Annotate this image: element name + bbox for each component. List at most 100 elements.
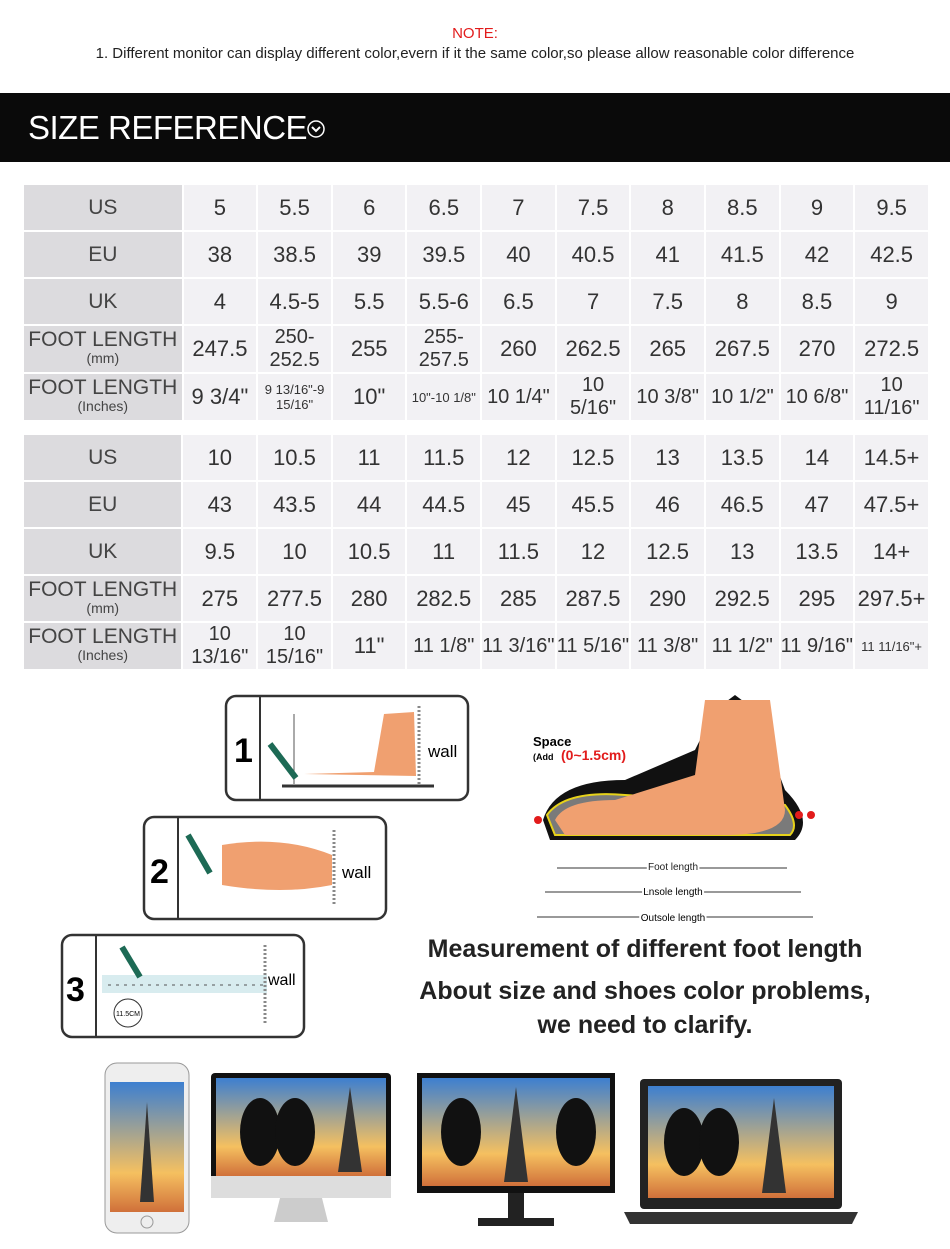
size-cell: 8 [629, 183, 706, 232]
size-cell: 9 3/4" [181, 372, 259, 422]
size-cell: 13.5 [703, 433, 781, 482]
size-cell: 10 [181, 433, 259, 482]
svg-text:wall: wall [341, 863, 371, 882]
size-cell: 292.5 [703, 574, 781, 623]
size-cell: 290 [629, 574, 706, 623]
row-label: EU [88, 243, 118, 266]
row-header: US [22, 183, 184, 232]
size-cell: 8.5 [703, 183, 781, 232]
row-header: FOOT LENGTH (mm) [21, 574, 184, 623]
svg-text:Foot length: Foot length [648, 862, 698, 873]
imac-image [211, 1073, 391, 1222]
size-cell: 47.5+ [853, 480, 930, 529]
size-cell: 11 3/8" [629, 621, 706, 671]
size-cell: 11 1/8" [405, 621, 483, 671]
size-cell: 10 6/8" [778, 372, 856, 422]
row-unit: (mm) [86, 599, 120, 616]
caption-line-3: we need to clarify. [537, 1011, 753, 1039]
size-cell: 9 13/16"-9 15/16" [256, 372, 333, 422]
size-cell: 272.5 [853, 324, 930, 374]
size-row: FOOT LENGTH (mm) 275 277.5 280 282.5 285 287.5 2… [21, 574, 930, 623]
size-cell: 11 [405, 527, 483, 576]
size-cell: 7.5 [629, 277, 706, 326]
size-cell: 10" [330, 372, 408, 422]
size-cell: 275 [181, 574, 259, 623]
size-cell: 14 [778, 433, 856, 482]
size-cell: 270 [778, 324, 856, 374]
size-cell: 6.5 [405, 183, 483, 232]
row-label: US [88, 196, 118, 219]
size-cell: 14.5+ [853, 433, 930, 482]
size-cell: 255-257.5 [405, 324, 483, 374]
row-unit: (mm) [86, 350, 120, 366]
size-cell: 4.5-5 [256, 277, 333, 326]
size-reference-header: SIZE REFERENCE [0, 93, 950, 162]
size-cell: 40.5 [554, 230, 632, 279]
caption-line-1: Measurement of different foot length [427, 935, 863, 963]
row-label: FOOT LENGTH [28, 328, 178, 351]
size-cell: 10.5 [330, 527, 408, 576]
size-cell: 43 [181, 480, 259, 529]
svg-text:Space: Space [533, 734, 571, 749]
size-cell: 295 [778, 574, 856, 623]
monitor-image [417, 1073, 615, 1226]
size-cell: 11 3/16" [480, 621, 557, 671]
phone-image [104, 1062, 190, 1234]
size-cell: 41.5 [703, 230, 781, 279]
note: NOTE: 1. Different monitor can display d… [0, 24, 950, 64]
size-cell: 265 [629, 324, 706, 374]
size-cell: 12.5 [554, 433, 632, 482]
size-cell: 12 [554, 527, 632, 576]
size-cell: 277.5 [256, 574, 333, 623]
size-row: FOOT LENGTH (mm) 247.5 250-252.5 255 255-257.… [22, 324, 930, 374]
size-cell: 260 [480, 324, 557, 374]
size-cell: 42.5 [853, 230, 930, 279]
size-cell: 13 [703, 527, 781, 576]
size-cell: 11" [330, 621, 408, 671]
size-cell: 45 [480, 480, 557, 529]
size-cell: 11 5/16" [554, 621, 632, 671]
size-row: FOOT LENGTH (Inches) 9 3/4" 9 13/16"-9 15/1… [22, 372, 930, 422]
size-cell: 6 [330, 183, 408, 232]
size-cell: 10 3/8" [629, 372, 706, 422]
size-cell: 10 1/2" [703, 372, 781, 422]
size-cell: 40 [480, 230, 557, 279]
size-cell: 5.5-6 [405, 277, 483, 326]
svg-text:Lnsole length: Lnsole length [643, 887, 703, 898]
size-cell: 47 [778, 480, 856, 529]
size-cell: 9 [853, 277, 930, 326]
size-row: UK 4 4.5-5 5.5 5.5-6 6.5 7 7.5 8 8.5 9 [22, 277, 930, 326]
size-cell: 12.5 [629, 527, 706, 576]
size-cell: 44.5 [405, 480, 483, 529]
size-cell: 9.5 [853, 183, 930, 232]
size-cell: 9 [778, 183, 856, 232]
row-header: EU [21, 480, 184, 529]
row-header: UK [21, 527, 184, 576]
size-cell: 13.5 [778, 527, 856, 576]
size-cell: 11 [330, 433, 408, 482]
row-header: FOOT LENGTH (Inches) [21, 621, 184, 671]
size-cell: 42 [778, 230, 856, 279]
size-cell: 4 [181, 277, 259, 326]
note-text: 1. Different monitor can display differe… [95, 45, 855, 62]
size-cell: 5.5 [256, 183, 333, 232]
row-unit: (Inches) [77, 647, 129, 663]
row-header: UK [22, 277, 184, 326]
row-label: US [88, 446, 118, 469]
size-cell: 11 9/16" [778, 621, 856, 671]
row-label: UK [88, 290, 118, 313]
row-header: FOOT LENGTH (Inches) [22, 372, 184, 422]
size-cell: 267.5 [703, 324, 781, 374]
row-header: EU [22, 230, 184, 279]
row-unit: (Inches) [77, 398, 129, 414]
step-number: 1 [234, 732, 253, 770]
size-cell: 11.5 [405, 433, 483, 482]
size-cell: 10 [256, 527, 333, 576]
row-label: UK [88, 540, 118, 563]
size-cell: 44 [330, 480, 408, 529]
caption-line-2: About size and shoes color problems, [419, 977, 871, 1005]
size-cell: 10 15/16" [256, 621, 333, 671]
svg-text:(Add: (Add [533, 752, 554, 762]
size-cell: 280 [330, 574, 408, 623]
size-row: FOOT LENGTH (Inches) 10 13/16" 10 15/16" 11"… [21, 621, 930, 671]
